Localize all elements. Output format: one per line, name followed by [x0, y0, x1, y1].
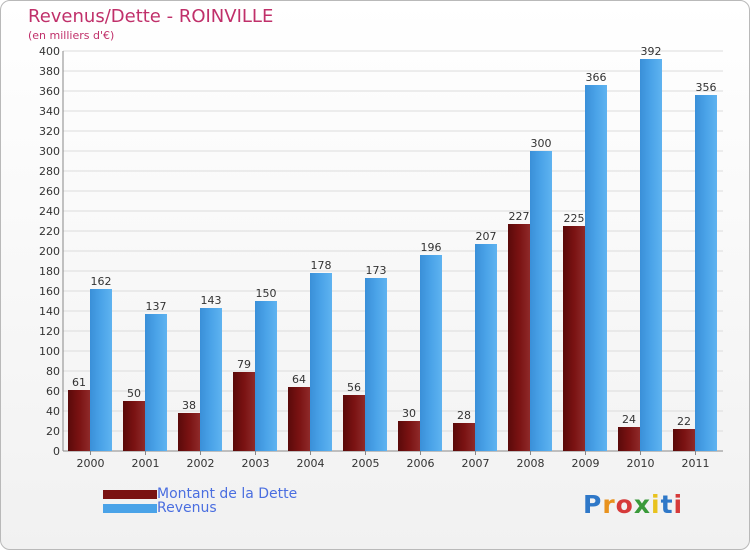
bar-dette: [618, 427, 640, 451]
x-tick-label: 2001: [132, 457, 160, 470]
chart-title: Revenus/Dette - ROINVILLE: [28, 6, 274, 27]
logo-letter: i: [673, 490, 684, 519]
logo-letter: r: [602, 490, 616, 519]
bar-dette: [178, 413, 200, 451]
y-tick-label: 320: [39, 125, 60, 138]
bar-revenus: [90, 289, 112, 451]
data-label: 366: [586, 71, 607, 84]
y-tick-label: 120: [39, 325, 60, 338]
data-label: 22: [677, 415, 691, 428]
x-tick-label: 2007: [462, 457, 490, 470]
bar-revenus: [255, 301, 277, 451]
bar-dette: [453, 423, 475, 451]
data-label: 137: [146, 300, 167, 313]
y-tick-label: 380: [39, 65, 60, 78]
data-label: 50: [127, 387, 141, 400]
bar-revenus: [695, 95, 717, 451]
bar-revenus: [365, 278, 387, 451]
y-tick-label: 60: [46, 385, 60, 398]
bar-dette: [343, 395, 365, 451]
logo-letter: P: [583, 490, 603, 519]
logo-letter: i: [651, 490, 661, 519]
bar-revenus: [640, 59, 662, 451]
legend-label-revenus: Revenus: [157, 500, 217, 516]
y-tick-label: 280: [39, 165, 60, 178]
x-tick-label: 2011: [682, 457, 710, 470]
bar-revenus: [420, 255, 442, 451]
data-label: 79: [237, 358, 251, 371]
x-tick-label: 2006: [407, 457, 435, 470]
data-label: 178: [311, 259, 332, 272]
data-label: 38: [182, 399, 196, 412]
x-tick-label: 2008: [517, 457, 545, 470]
proxiti-logo: Proxiti: [583, 490, 683, 519]
bar-dette: [288, 387, 310, 451]
y-tick-label: 220: [39, 225, 60, 238]
bar-dette: [123, 401, 145, 451]
data-label: 56: [347, 381, 361, 394]
bar-revenus: [145, 314, 167, 451]
y-tick-label: 100: [39, 345, 60, 358]
data-label: 64: [292, 373, 306, 386]
data-label: 173: [366, 264, 387, 277]
data-label: 225: [564, 212, 585, 225]
data-label: 300: [531, 137, 552, 150]
bar-dette: [68, 390, 90, 451]
bar-dette: [398, 421, 420, 451]
y-tick-label: 40: [46, 405, 60, 418]
x-tick-label: 2003: [242, 457, 270, 470]
chart-subtitle: (en milliers d'€): [28, 29, 115, 42]
x-tick-label: 2010: [627, 457, 655, 470]
y-tick-label: 180: [39, 265, 60, 278]
y-tick-label: 20: [46, 425, 60, 438]
legend-swatch-revenus: [103, 504, 157, 513]
data-label: 196: [421, 241, 442, 254]
bar-revenus: [310, 273, 332, 451]
y-tick-label: 160: [39, 285, 60, 298]
y-tick-label: 240: [39, 205, 60, 218]
x-tick-label: 2004: [297, 457, 325, 470]
y-tick-label: 140: [39, 305, 60, 318]
x-tick-label: 2002: [187, 457, 215, 470]
y-tick-label: 80: [46, 365, 60, 378]
y-tick-label: 200: [39, 245, 60, 258]
bar-revenus: [530, 151, 552, 451]
data-label: 227: [509, 210, 530, 223]
data-label: 28: [457, 409, 471, 422]
y-tick-label: 260: [39, 185, 60, 198]
logo-letter: x: [633, 490, 651, 519]
data-label: 30: [402, 407, 416, 420]
x-tick-label: 2005: [352, 457, 380, 470]
y-tick-label: 300: [39, 145, 60, 158]
bar-dette: [233, 372, 255, 451]
legend-swatch-dette: [103, 490, 157, 499]
data-label: 143: [201, 294, 222, 307]
y-tick-label: 400: [39, 45, 60, 58]
data-label: 392: [641, 45, 662, 58]
y-tick-label: 0: [53, 445, 60, 458]
data-label: 356: [696, 81, 717, 94]
y-tick-label: 360: [39, 85, 60, 98]
data-label: 207: [476, 230, 497, 243]
data-label: 162: [91, 275, 112, 288]
bar-revenus: [475, 244, 497, 451]
data-label: 150: [256, 287, 277, 300]
y-tick-label: 340: [39, 105, 60, 118]
x-tick-label: 2009: [572, 457, 600, 470]
data-label: 61: [72, 376, 86, 389]
bar-dette: [673, 429, 695, 451]
x-tick-label: 2000: [77, 457, 105, 470]
bar-dette: [508, 224, 530, 451]
bar-dette: [563, 226, 585, 451]
data-label: 24: [622, 413, 636, 426]
legend-label-dette: Montant de la Dette: [157, 486, 298, 502]
logo-letter: o: [615, 490, 634, 519]
bar-revenus: [200, 308, 222, 451]
bar-revenus: [585, 85, 607, 451]
logo-letter: t: [660, 490, 674, 519]
